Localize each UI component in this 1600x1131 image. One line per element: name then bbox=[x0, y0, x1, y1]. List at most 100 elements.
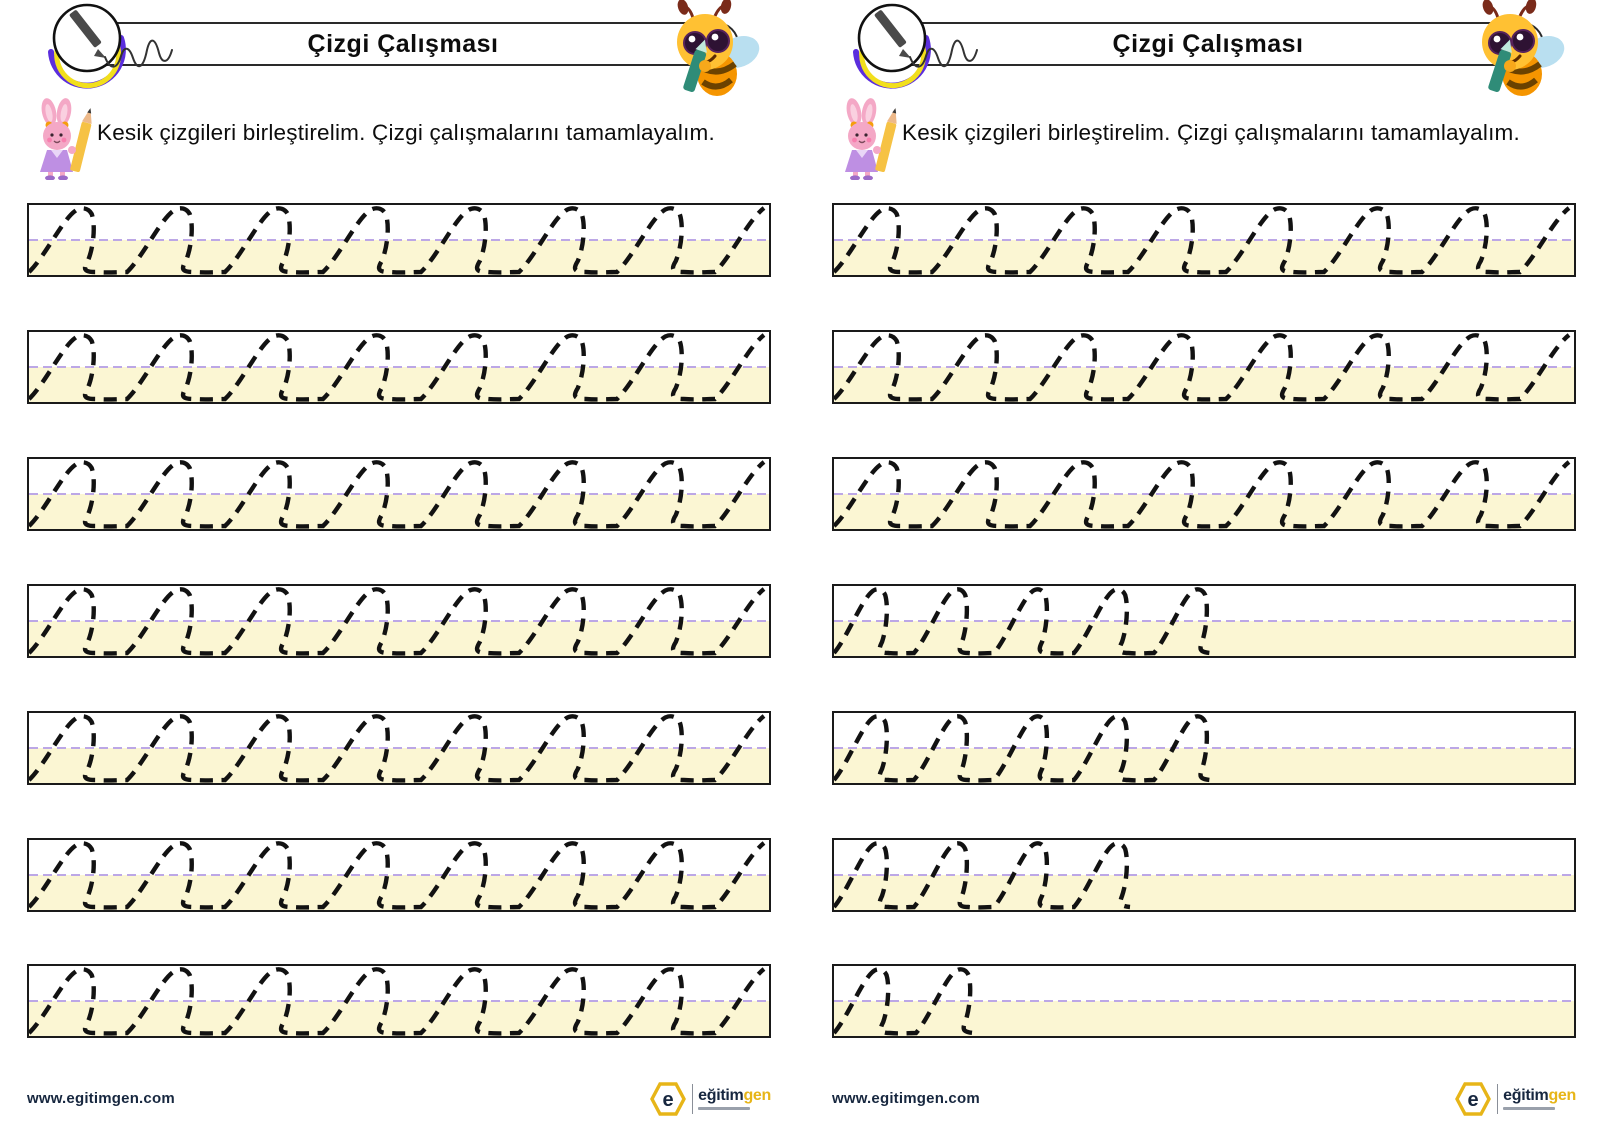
bunny-ear-inner bbox=[45, 104, 53, 122]
instruction-row: Kesik çizgileri birleştirelim. Çizgi çal… bbox=[27, 98, 773, 180]
tracing-band bbox=[27, 330, 771, 404]
lower-guide-area bbox=[834, 875, 1574, 910]
bunny-dress bbox=[845, 150, 878, 172]
bee-hand bbox=[1504, 60, 1516, 72]
dress-collar bbox=[51, 150, 63, 158]
bee-stripe bbox=[1506, 77, 1538, 90]
title-banner: Çizgi Çalışması bbox=[67, 22, 739, 66]
logo-divider bbox=[691, 1084, 694, 1114]
bee-mascot-icon bbox=[677, 0, 760, 96]
logo-tagline-bar bbox=[1503, 1107, 1556, 1110]
eye-highlight bbox=[1493, 35, 1501, 43]
yellow-arc bbox=[859, 37, 927, 89]
instruction-text: Kesik çizgileri birleştirelim. Çizgi çal… bbox=[902, 120, 1520, 145]
bunny-leg bbox=[48, 172, 53, 178]
bunny-shoe bbox=[863, 175, 873, 180]
bunny-hand bbox=[873, 146, 881, 154]
logo-name-accent: gen bbox=[1548, 1087, 1576, 1104]
svg-text:e: e bbox=[1467, 1089, 1478, 1111]
tracing-pattern bbox=[834, 967, 974, 1036]
title-banner: Çizgi Çalışması bbox=[872, 22, 1544, 66]
tracing-band bbox=[832, 203, 1576, 277]
page-title: Çizgi Çalışması bbox=[1112, 29, 1304, 58]
tracing-band bbox=[832, 964, 1576, 1038]
lower-guide-area bbox=[29, 494, 769, 529]
bunny-eye bbox=[50, 133, 54, 137]
bee-stripe bbox=[701, 77, 733, 90]
eye-highlight bbox=[1516, 33, 1524, 41]
lower-guide-area bbox=[29, 748, 769, 783]
bee-eye bbox=[706, 29, 730, 53]
bunny-shoe bbox=[850, 175, 860, 180]
lower-guide-area bbox=[29, 240, 769, 275]
pencil-circle-icon bbox=[48, 3, 173, 89]
eye-highlight bbox=[688, 35, 696, 43]
bunny-ear-inner bbox=[865, 104, 873, 122]
lower-guide-area bbox=[834, 494, 1574, 529]
bee-antenna-tip bbox=[720, 0, 732, 14]
lower-guide-area bbox=[29, 621, 769, 656]
dress-collar bbox=[856, 150, 868, 158]
bunny-pencil bbox=[875, 108, 897, 173]
worksheet-page-left: Çizgi Çalışması bbox=[27, 0, 773, 1131]
instruction-text: Kesik çizgileri birleştirelim. Çizgi çal… bbox=[97, 120, 715, 145]
bee-mascot-icon bbox=[1482, 0, 1565, 96]
lower-guide-area bbox=[29, 1001, 769, 1036]
tracing-band bbox=[27, 584, 771, 658]
bunny-dress bbox=[40, 150, 73, 172]
tracing-band bbox=[832, 330, 1576, 404]
tracing-band bbox=[27, 711, 771, 785]
tracing-band bbox=[832, 584, 1576, 658]
bunny-mouth bbox=[858, 140, 866, 144]
bee-pencil bbox=[683, 39, 707, 92]
logo-name-accent: gen bbox=[743, 1087, 771, 1104]
hexagon-logo-icon: e bbox=[649, 1082, 686, 1116]
eye-highlight bbox=[711, 33, 719, 41]
lower-guide-area bbox=[834, 240, 1574, 275]
bunny-eye bbox=[855, 133, 859, 137]
lower-guide-area bbox=[29, 367, 769, 402]
tracing-pattern bbox=[834, 587, 1211, 656]
bunny-cheek bbox=[866, 137, 872, 143]
lower-guide-area bbox=[834, 1001, 1574, 1036]
bunny-mouth bbox=[53, 140, 61, 144]
bee-pencil bbox=[1488, 39, 1512, 92]
pencil-icon bbox=[69, 10, 106, 58]
bunny-shoe bbox=[45, 175, 55, 180]
bunny-pencil-icon bbox=[845, 98, 897, 180]
pencil-circle-icon bbox=[853, 3, 978, 89]
tracing-band bbox=[832, 838, 1576, 912]
brand-logo: e eğitimgen bbox=[1454, 1080, 1576, 1118]
bunny-pencil bbox=[70, 108, 92, 173]
bunny-head bbox=[848, 122, 876, 150]
logo-divider bbox=[1496, 1084, 1499, 1114]
logo-tagline-bar bbox=[698, 1107, 751, 1110]
logo-name-dark: eğitim bbox=[1503, 1087, 1549, 1104]
bunny-hand bbox=[68, 146, 76, 154]
yellow-arc bbox=[54, 37, 122, 89]
logo-wordmark: eğitimgen bbox=[1503, 1088, 1576, 1104]
brand-logo: e eğitimgen bbox=[649, 1080, 771, 1118]
page-title: Çizgi Çalışması bbox=[307, 29, 499, 58]
footer-url: www.egitimgen.com bbox=[832, 1090, 980, 1107]
bunny-leg bbox=[60, 172, 65, 178]
hexagon-logo-icon: e bbox=[1454, 1082, 1491, 1116]
bunny-cheek bbox=[47, 137, 52, 143]
logo-wordmark: eğitimgen bbox=[698, 1088, 771, 1104]
logo-name-dark: eğitim bbox=[698, 1087, 744, 1104]
squiggle-line-icon bbox=[909, 39, 978, 68]
tracing-pattern bbox=[834, 841, 1131, 910]
tracing-band bbox=[27, 203, 771, 277]
instruction-row: Kesik çizgileri birleştirelim. Çizgi çal… bbox=[832, 98, 1578, 180]
squiggle-line-icon bbox=[104, 39, 173, 68]
tracing-band bbox=[832, 457, 1576, 531]
bunny-eye bbox=[864, 133, 868, 137]
bunny-pencil-icon bbox=[40, 98, 92, 180]
lower-guide-area bbox=[834, 367, 1574, 402]
lower-guide-area bbox=[29, 875, 769, 910]
footer-url: www.egitimgen.com bbox=[27, 1090, 175, 1107]
bunny-eye bbox=[59, 133, 63, 137]
pencil-icon bbox=[874, 10, 911, 58]
bee-antenna-tip bbox=[1525, 0, 1537, 14]
